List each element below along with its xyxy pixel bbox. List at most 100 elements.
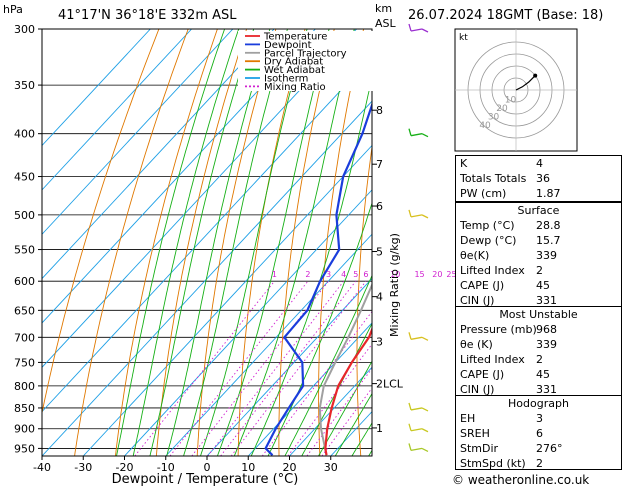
altitude-tick-label: 2LCL bbox=[376, 378, 404, 391]
pressure-tick-label: 600 bbox=[14, 275, 35, 288]
legend-entry: Mixing Ratio bbox=[264, 82, 326, 93]
isotherm-line bbox=[42, 29, 357, 368]
info-row-value: 28.8 bbox=[536, 219, 561, 232]
mixing-ratio-line bbox=[207, 280, 345, 456]
isotherm-line bbox=[42, 29, 234, 235]
temperature-line bbox=[324, 326, 372, 456]
wet-adiabat-line bbox=[149, 29, 255, 456]
wind-barb bbox=[421, 407, 429, 412]
mixing-ratio-axis-label: Mixing Ratio (g/kg) bbox=[388, 233, 401, 337]
pressure-tick-label: 550 bbox=[14, 244, 35, 257]
hodograph-title: Hodograph bbox=[508, 397, 569, 410]
wet-adiabat-line bbox=[116, 29, 226, 456]
pressure-tick-label: 950 bbox=[14, 442, 35, 455]
pressure-tick-label: 650 bbox=[14, 304, 35, 317]
info-row-label: Lifted Index bbox=[460, 264, 525, 277]
pressure-tick-label: 700 bbox=[14, 331, 35, 344]
wet-adiabat-line bbox=[233, 29, 355, 456]
info-row-label: K bbox=[460, 157, 468, 170]
mixing-ratio-line bbox=[169, 280, 309, 456]
dewpoint-line bbox=[264, 101, 372, 456]
altitude-tick-label: 8 bbox=[376, 104, 383, 117]
info-row-value: 45 bbox=[536, 368, 550, 381]
mixing-ratio-label: 2 bbox=[305, 270, 310, 279]
info-row-label: StmSpd (kt) bbox=[460, 457, 526, 470]
wind-barb bbox=[421, 214, 429, 219]
isotherm-line bbox=[206, 277, 372, 456]
asl-label: ASL bbox=[375, 17, 397, 30]
hodograph-ring-label: 20 bbox=[496, 104, 508, 114]
pressure-tick-label: 800 bbox=[14, 380, 35, 393]
info-row-label: CAPE (J) bbox=[460, 368, 505, 381]
hodograph-ring-label: 10 bbox=[505, 95, 517, 105]
isotherm-line bbox=[42, 29, 151, 147]
info-row-value: 3 bbox=[536, 412, 543, 425]
mixing-ratio-label: 25 bbox=[446, 270, 456, 279]
location-title: 41°17'N 36°18'E 332m ASL bbox=[58, 8, 237, 23]
pressure-tick-label: 900 bbox=[14, 423, 35, 436]
dry-adiabat-line bbox=[237, 29, 306, 456]
isotherm-line bbox=[42, 29, 192, 191]
info-row-value: 15.7 bbox=[536, 234, 561, 247]
info-row: CIN (J) 331 bbox=[456, 382, 621, 397]
legend-entry: Dewpoint bbox=[264, 40, 312, 51]
isotherm-line bbox=[124, 189, 372, 456]
wet-adiabat-line bbox=[301, 322, 372, 456]
mixing-ratio-line bbox=[261, 310, 372, 456]
pressure-tick-label: 850 bbox=[14, 402, 35, 415]
info-row: θe(K) 339 bbox=[456, 248, 621, 263]
temperature-tick-label: -40 bbox=[33, 461, 51, 474]
info-row-value: 339 bbox=[536, 338, 557, 351]
info-row: Lifted Index 2 bbox=[456, 263, 621, 278]
altitude-tick-label: 3 bbox=[376, 335, 383, 348]
altitude-tick-label: 6 bbox=[376, 200, 383, 213]
info-row-label: SREH bbox=[460, 427, 490, 440]
info-row-value: 339 bbox=[536, 249, 557, 262]
dry-adiabat-line bbox=[74, 29, 189, 456]
dry-adiabat-line bbox=[155, 29, 248, 456]
isotherm-line bbox=[42, 56, 372, 413]
mixing-ratio-label: 10 bbox=[390, 270, 400, 279]
dry-adiabat-line bbox=[278, 29, 335, 456]
info-row-value: 2 bbox=[536, 353, 543, 366]
datetime-title: 26.07.2024 18GMT (Base: 18) bbox=[408, 8, 603, 23]
most-unstable-title: Most Unstable bbox=[499, 308, 578, 321]
info-row-label: CAPE (J) bbox=[460, 279, 505, 292]
wind-barb bbox=[410, 336, 423, 340]
info-row: PW (cm) 1.87 bbox=[456, 186, 621, 201]
mixing-ratio-label: 6 bbox=[363, 270, 368, 279]
temperature-tick-label: 10 bbox=[241, 461, 255, 474]
altitude-tick-label: 7 bbox=[376, 158, 383, 171]
wind-barb bbox=[421, 447, 429, 453]
info-row-value: 6 bbox=[536, 427, 543, 440]
hodograph-point bbox=[533, 73, 538, 78]
legend-entry: Temperature bbox=[263, 32, 327, 43]
wet-adiabat-line bbox=[334, 392, 372, 456]
info-row-label: Pressure (mb) bbox=[460, 323, 537, 336]
wind-barb bbox=[410, 28, 423, 32]
isotherm-line bbox=[42, 100, 372, 456]
info-row: SREH 6 bbox=[456, 426, 621, 441]
mixing-ratio-label: 15 bbox=[414, 270, 424, 279]
info-row: Lifted Index 2 bbox=[456, 352, 621, 367]
temperature-tick-label: 30 bbox=[324, 461, 338, 474]
temperature-tick-label: -30 bbox=[74, 461, 92, 474]
pressure-tick-label: 450 bbox=[14, 171, 35, 184]
wind-barb bbox=[408, 209, 412, 218]
info-row-value: 968 bbox=[536, 323, 557, 336]
info-row: Temp (°C) 28.8 bbox=[456, 218, 621, 233]
pressure-tick-label: 300 bbox=[14, 23, 35, 36]
most-unstable-box: Most Unstable Pressure (mb) 968 θe (K) 339 L… bbox=[455, 306, 622, 396]
hodograph-ring-label: 30 bbox=[488, 112, 500, 122]
info-row-value: 331 bbox=[536, 383, 557, 396]
dry-adiabat-line bbox=[114, 29, 218, 456]
isotherm-line bbox=[247, 322, 372, 456]
hodograph-trace bbox=[515, 75, 536, 91]
hodograph-unit-label: kt bbox=[459, 33, 468, 43]
isotherm-line bbox=[289, 366, 372, 456]
isotherm-line bbox=[82, 144, 372, 456]
surface-box: Surface Temp (°C) 28.8 Dewp (°C) 15.7 θe(K) 3… bbox=[455, 202, 622, 307]
legend-entry: Isotherm bbox=[264, 74, 308, 85]
